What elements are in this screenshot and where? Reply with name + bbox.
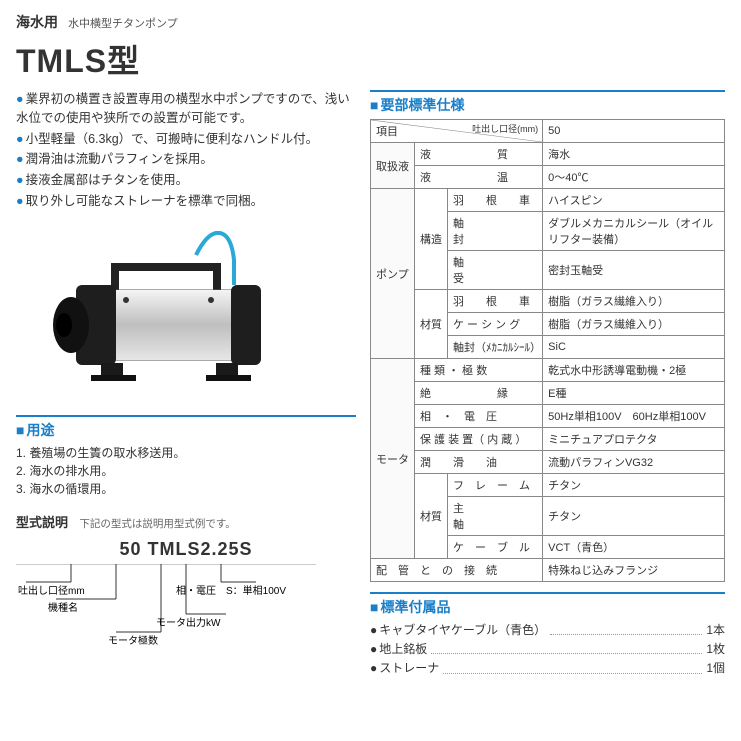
- spec-label: 種 類 ・ 極 数: [415, 359, 543, 382]
- spec-sub: 材質: [415, 474, 448, 559]
- use-item: 2. 海水の排水用。: [16, 462, 356, 480]
- acc-qty: 1枚: [706, 640, 725, 659]
- spec-label: 絶 縁: [415, 382, 543, 405]
- desc-item: ●取り外し可能なストレーナを標準で同梱。: [16, 192, 356, 211]
- spec-val: チタン: [543, 474, 725, 497]
- desc-item: ●小型軽量（6.3kg）で、可搬時に便利なハンドル付。: [16, 130, 356, 149]
- spec-header-col: 50: [543, 120, 725, 143]
- spec-label: 羽 根 車: [448, 290, 543, 313]
- category-label: 海水用: [16, 12, 58, 32]
- spec-label: 主 軸: [448, 497, 543, 536]
- spec-val: ハイスピン: [543, 189, 725, 212]
- spec-label: 配 管 と の 接 続: [371, 559, 543, 582]
- spec-label: 保 護 装 置（ 内 蔵 ）: [415, 428, 543, 451]
- description-list: ●業界初の横置き設置専用の横型水中ポンプですので、浅い水位での使用や狭所での設置…: [16, 90, 356, 211]
- spec-val: ダブルメカニカルシール（オイルリフター装備）: [543, 212, 725, 251]
- spec-val: チタン: [543, 497, 725, 536]
- svg-text:モータ極数: モータ極数: [108, 634, 158, 647]
- spec-val: VCT（青色）: [543, 536, 725, 559]
- desc-item: ●業界初の横置き設置専用の横型水中ポンプですので、浅い水位での使用や狭所での設置…: [16, 90, 356, 128]
- svg-text:相・電圧 S：単相100V: 相・電圧 S：単相100V: [176, 584, 286, 597]
- desc-text: 接液金属部はチタンを使用。: [26, 173, 189, 187]
- use-item: 1. 養殖場の生簀の取水移送用。: [16, 444, 356, 462]
- model-diagram: 吐出し口径mm 機種名 モータ極数 モータ出力kW 相・電圧 S：単相100V: [16, 564, 316, 654]
- spec-cat: 取扱液: [371, 143, 415, 189]
- model-explain-heading: 型式説明: [16, 515, 68, 530]
- spec-header-row: 項目 吐出し口径(mm) 50: [371, 120, 725, 143]
- main-columns: ●業界初の横置き設置専用の横型水中ポンプですので、浅い水位での使用や狭所での設置…: [16, 90, 725, 679]
- spec-val: 50Hz単相100V 60Hz単相100V: [543, 405, 725, 428]
- accessories-section: ■標準付属品 ●キャブタイヤケーブル（青色） 1本 ●地上銘板 1枚 ●ストレー…: [370, 592, 725, 679]
- right-column: ■要部標準仕様 項目 吐出し口径(mm) 50 取扱液 液 質 海水 液 温 0…: [370, 90, 725, 679]
- acc-qty: 1個: [706, 659, 725, 678]
- spec-label: ケ ー シ ン グ: [448, 313, 543, 336]
- desc-text: 業界初の横置き設置専用の横型水中ポンプですので、浅い水位での使用や狭所での設置が…: [16, 92, 350, 125]
- spec-cat: ポンプ: [371, 189, 415, 359]
- left-column: ●業界初の横置き設置専用の横型水中ポンプですので、浅い水位での使用や狭所での設置…: [16, 90, 356, 679]
- spec-val: 密封玉軸受: [543, 251, 725, 290]
- acc-name: キャブタイヤケーブル（青色）: [379, 623, 546, 637]
- acc-name: ストレーナ: [379, 661, 439, 675]
- uses-heading: ■用途: [16, 415, 356, 440]
- svg-text:機種名: 機種名: [48, 601, 78, 614]
- spec-val: 樹脂（ガラス繊維入り）: [543, 313, 725, 336]
- spec-sub: 材質: [415, 290, 448, 359]
- spec-heading: ■要部標準仕様: [370, 90, 725, 115]
- svg-text:吐出し口径mm: 吐出し口径mm: [18, 584, 85, 597]
- subcategory-label: 水中横型チタンポンプ: [68, 15, 178, 31]
- spec-val: 樹脂（ガラス繊維入り）: [543, 290, 725, 313]
- model-explain-note: 下記の型式は説明用型式例です。: [79, 518, 235, 530]
- spec-label: 液 温: [415, 166, 543, 189]
- spec-val: 特殊ねじ込みフランジ: [543, 559, 725, 582]
- spec-label: 相 ・ 電 圧: [415, 405, 543, 428]
- spec-label: 軸封（ﾒｶﾆｶﾙｼｰﾙ）: [448, 336, 543, 359]
- accessory-item: ●地上銘板 1枚: [370, 640, 725, 659]
- model-title: TMLS型: [16, 36, 725, 82]
- spec-label: フ レ ー ム: [448, 474, 543, 497]
- spec-cat: モータ: [371, 359, 415, 559]
- spec-label: 軸 封: [448, 212, 543, 251]
- spec-val: SiC: [543, 336, 725, 359]
- svg-text:モータ出力kW: モータ出力kW: [156, 616, 221, 629]
- uses-list: 1. 養殖場の生簀の取水移送用。 2. 海水の排水用。 3. 海水の循環用。: [16, 444, 356, 498]
- model-code: 50 TMLS2.25S: [16, 539, 356, 560]
- desc-text: 小型軽量（6.3kg）で、可搬時に便利なハンドル付。: [26, 132, 319, 146]
- acc-name: 地上銘板: [379, 642, 427, 656]
- header-row: 海水用 水中横型チタンポンプ: [16, 12, 725, 32]
- model-explain-section: 型式説明 下記の型式は説明用型式例です。 50 TMLS2.25S 吐出し口径m…: [16, 512, 356, 657]
- spec-val: 0～40℃: [543, 166, 725, 189]
- spec-table: 項目 吐出し口径(mm) 50 取扱液 液 質 海水 液 温 0～40℃ ポンプ…: [370, 119, 725, 582]
- accessory-item: ●キャブタイヤケーブル（青色） 1本: [370, 621, 725, 640]
- spec-val: ミニチュアプロテクタ: [543, 428, 725, 451]
- spec-label: 軸 受: [448, 251, 543, 290]
- spec-label: 羽 根 車: [448, 189, 543, 212]
- use-item: 3. 海水の循環用。: [16, 480, 356, 498]
- product-image: [16, 225, 296, 405]
- spec-val: 流動パラフィンVG32: [543, 451, 725, 474]
- spec-val: E種: [543, 382, 725, 405]
- desc-item: ●接液金属部はチタンを使用。: [16, 171, 356, 190]
- accessory-item: ●ストレーナ 1個: [370, 659, 725, 678]
- spec-label: ケ ー ブ ル: [448, 536, 543, 559]
- accessories-heading: ■標準付属品: [370, 592, 725, 617]
- spec-sub: 構造: [415, 189, 448, 290]
- desc-item: ●潤滑油は流動パラフィンを採用。: [16, 150, 356, 169]
- desc-text: 潤滑油は流動パラフィンを採用。: [26, 152, 213, 166]
- desc-text: 取り外し可能なストレーナを標準で同梱。: [26, 194, 264, 208]
- spec-val: 海水: [543, 143, 725, 166]
- spec-label: 潤 滑 油: [415, 451, 543, 474]
- spec-label: 液 質: [415, 143, 543, 166]
- acc-qty: 1本: [706, 621, 725, 640]
- spec-val: 乾式水中形誘導電動機・2極: [543, 359, 725, 382]
